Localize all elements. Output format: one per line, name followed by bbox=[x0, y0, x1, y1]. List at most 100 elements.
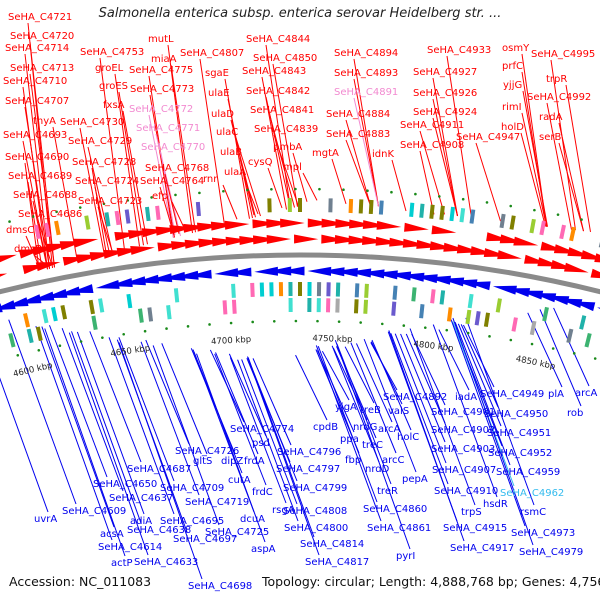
forward-gene-arrow[interactable] bbox=[349, 219, 374, 229]
reverse-cds-block[interactable] bbox=[138, 308, 144, 323]
reverse-gene-label[interactable]: treC bbox=[362, 440, 383, 451]
forward-gene-label[interactable]: osmY bbox=[502, 43, 530, 54]
forward-gene-label[interactable]: idnK bbox=[372, 149, 394, 160]
reverse-gene-arrow[interactable] bbox=[519, 290, 544, 300]
forward-gene-label[interactable]: SeHA_C4724 bbox=[75, 176, 139, 187]
forward-gene-label[interactable]: SeHA_C4893 bbox=[334, 68, 398, 79]
forward-cds-block[interactable] bbox=[409, 202, 415, 217]
reverse-cds-block[interactable] bbox=[60, 305, 68, 320]
forward-gene-arrow[interactable] bbox=[35, 261, 61, 272]
reverse-gene-label[interactable]: rsgA bbox=[272, 505, 295, 516]
reverse-cds-block[interactable] bbox=[250, 282, 255, 298]
forward-gene-arrow[interactable] bbox=[334, 234, 360, 244]
reverse-gene-arrow[interactable] bbox=[135, 274, 160, 284]
reverse-gene-label[interactable]: arcC bbox=[382, 455, 405, 466]
forward-gene-label[interactable]: yjjG bbox=[503, 80, 522, 91]
reverse-gene-arrow[interactable] bbox=[161, 271, 186, 281]
forward-gene-label[interactable]: SeHA_C4723 bbox=[78, 196, 142, 207]
reverse-cds-block[interactable] bbox=[316, 298, 321, 313]
forward-gene-arrow[interactable] bbox=[252, 235, 278, 245]
reverse-cds-block[interactable] bbox=[41, 308, 49, 324]
reverse-cds-block[interactable] bbox=[126, 293, 133, 309]
reverse-gene-label[interactable]: SeHA_C4915 bbox=[443, 523, 507, 534]
reverse-cds-block[interactable] bbox=[446, 307, 453, 322]
forward-gene-label[interactable]: SeHA_C4686 bbox=[18, 209, 82, 220]
forward-gene-label[interactable]: ulaB bbox=[220, 147, 242, 158]
forward-cds-block[interactable] bbox=[439, 205, 445, 220]
reverse-cds-block[interactable] bbox=[269, 282, 274, 297]
reverse-gene-arrow[interactable] bbox=[227, 267, 252, 277]
reverse-gene-label[interactable]: SeHA_C4726 bbox=[175, 446, 239, 457]
forward-gene-arrow[interactable] bbox=[404, 222, 429, 232]
forward-gene-label[interactable]: SeHA_C4730 bbox=[60, 117, 124, 128]
forward-gene-arrow[interactable] bbox=[594, 253, 600, 263]
forward-gene-label[interactable]: SeHA_C4995 bbox=[531, 49, 595, 60]
reverse-gene-arrow[interactable] bbox=[17, 294, 42, 304]
reverse-cds-block[interactable] bbox=[147, 307, 154, 322]
reverse-gene-label[interactable]: plA bbox=[548, 389, 564, 400]
reverse-gene-label[interactable]: SeHA_C4952 bbox=[488, 448, 552, 459]
reverse-gene-arrow[interactable] bbox=[69, 284, 94, 294]
forward-gene-label[interactable]: SeHA_C4911 bbox=[400, 120, 464, 131]
forward-cds-block[interactable] bbox=[449, 206, 456, 222]
reverse-gene-arrow[interactable] bbox=[597, 307, 600, 317]
forward-gene-label[interactable]: SeHA_C4883 bbox=[326, 129, 390, 140]
reverse-cds-block[interactable] bbox=[566, 328, 574, 344]
reverse-gene-arrow[interactable] bbox=[307, 266, 332, 276]
forward-gene-arrow[interactable] bbox=[580, 250, 600, 260]
reverse-gene-arrow[interactable] bbox=[466, 281, 491, 291]
reverse-cds-block[interactable] bbox=[88, 299, 95, 315]
reverse-gene-label[interactable]: SeHA_C4614 bbox=[98, 542, 162, 553]
reverse-gene-label[interactable]: SeHA_C4917 bbox=[450, 543, 514, 554]
forward-cds-block[interactable] bbox=[144, 206, 151, 222]
forward-gene-label[interactable]: SeHA_C4807 bbox=[180, 48, 244, 59]
forward-cds-block[interactable] bbox=[559, 224, 566, 240]
forward-gene-arrow[interactable] bbox=[348, 235, 373, 245]
reverse-gene-label[interactable]: SeHA_C4698 bbox=[188, 581, 252, 592]
reverse-cds-block[interactable] bbox=[467, 293, 474, 309]
reverse-gene-label[interactable]: fbp bbox=[345, 455, 361, 466]
forward-gene-arrow[interactable] bbox=[321, 218, 347, 228]
reverse-cds-block[interactable] bbox=[35, 326, 43, 342]
reverse-cds-block[interactable] bbox=[26, 328, 34, 344]
reverse-gene-label[interactable]: pyrI bbox=[396, 551, 415, 562]
reverse-gene-label[interactable]: nrdG bbox=[353, 422, 377, 433]
forward-gene-label[interactable]: SeHA_C4772 bbox=[129, 104, 193, 115]
reverse-gene-label[interactable]: psd bbox=[252, 438, 270, 449]
reverse-gene-label[interactable]: SeHA_C4650 bbox=[93, 479, 157, 490]
forward-gene-label[interactable]: pmbA bbox=[273, 142, 302, 153]
forward-gene-arrow[interactable] bbox=[266, 218, 291, 228]
forward-gene-label[interactable]: SeHA_C4690 bbox=[5, 152, 69, 163]
reverse-gene-label[interactable]: SeHA_C4959 bbox=[496, 467, 560, 478]
reverse-gene-arrow[interactable] bbox=[148, 273, 173, 283]
forward-gene-label[interactable]: SeHA_C4713 bbox=[10, 63, 74, 74]
reverse-gene-arrow[interactable] bbox=[174, 270, 199, 280]
forward-cds-block[interactable] bbox=[368, 199, 374, 215]
forward-gene-label[interactable]: SeHA_C4926 bbox=[413, 88, 477, 99]
forward-gene-label[interactable]: SeHA_C4714 bbox=[5, 43, 69, 54]
reverse-gene-arrow[interactable] bbox=[0, 300, 16, 310]
reverse-gene-arrow[interactable] bbox=[360, 269, 385, 279]
forward-gene-label[interactable]: trpR bbox=[546, 74, 567, 85]
forward-gene-arrow[interactable] bbox=[362, 236, 387, 246]
reverse-cds-block[interactable] bbox=[8, 332, 16, 348]
forward-gene-arrow[interactable] bbox=[0, 254, 17, 265]
forward-gene-label[interactable]: ulaD bbox=[211, 109, 234, 120]
reverse-gene-label[interactable]: SeHA_C4901 bbox=[431, 407, 495, 418]
reverse-gene-label[interactable]: SeHA_C4695 bbox=[160, 516, 224, 527]
reverse-cds-block[interactable] bbox=[495, 298, 502, 313]
reverse-gene-label[interactable]: dcuA bbox=[240, 514, 265, 525]
reverse-gene-label[interactable]: SeHA_C4892 bbox=[383, 392, 447, 403]
reverse-cds-block[interactable] bbox=[51, 306, 58, 322]
reverse-cds-block[interactable] bbox=[335, 298, 340, 313]
reverse-gene-label[interactable]: SeHA_C4799 bbox=[283, 483, 347, 494]
forward-gene-arrow[interactable] bbox=[73, 238, 99, 248]
forward-gene-label[interactable]: SeHA_C4771 bbox=[136, 123, 200, 134]
reverse-gene-arrow[interactable] bbox=[558, 298, 583, 308]
forward-gene-arrow[interactable] bbox=[335, 218, 360, 228]
reverse-gene-label[interactable]: SeHA_C4950 bbox=[484, 409, 548, 420]
forward-gene-arrow[interactable] bbox=[294, 234, 319, 244]
forward-cds-block[interactable] bbox=[114, 210, 121, 226]
reverse-cds-block[interactable] bbox=[363, 299, 369, 314]
